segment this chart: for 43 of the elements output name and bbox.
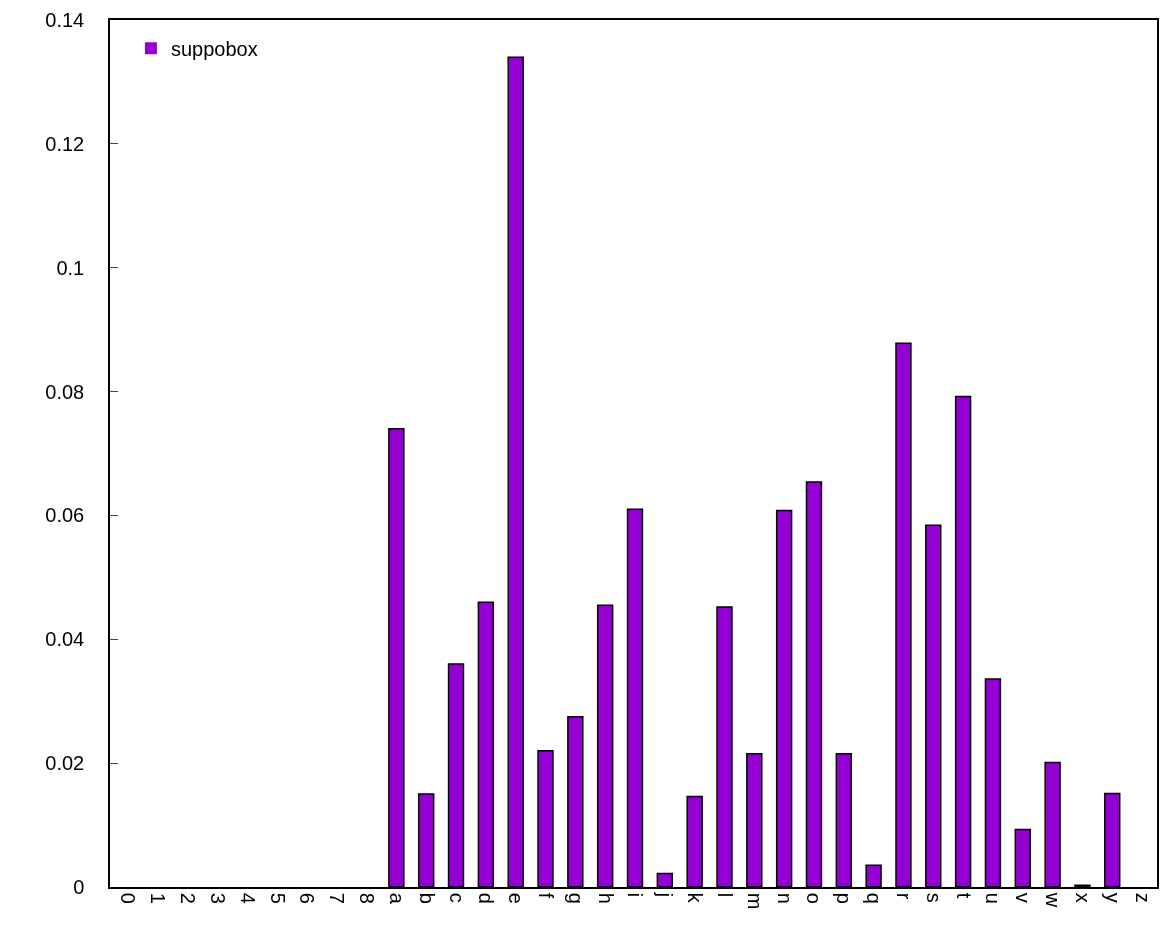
x-tick-label: 2 (177, 892, 200, 904)
legend-label: suppobox (170, 37, 258, 60)
x-tick-label: q (863, 892, 886, 904)
y-tick-label: 0.04 (45, 628, 85, 651)
x-tick-label: e (505, 892, 528, 904)
x-tick-label: b (415, 892, 438, 904)
x-tick-label: v (1012, 892, 1035, 903)
x-tick-label: 0 (117, 892, 140, 904)
x-tick-label: a (385, 892, 408, 905)
x-tick-label: g (564, 892, 587, 904)
y-tick-label: 0.1 (56, 256, 85, 279)
x-tick-label: u (982, 892, 1005, 904)
y-tick-label: 0.08 (45, 380, 85, 403)
x-tick-label: y (1101, 892, 1124, 903)
x-tick-label: i (624, 892, 647, 898)
x-tick-label: k (684, 892, 707, 904)
x-tick-label: j (654, 891, 677, 898)
x-tick-label: t (952, 892, 975, 899)
x-tick-label: 6 (296, 892, 319, 904)
x-tick-label: p (833, 892, 856, 904)
x-tick-label: 7 (326, 892, 349, 904)
x-tick-label: d (475, 892, 498, 904)
x-tick-label: 5 (266, 892, 289, 904)
x-tick-label: r (892, 892, 915, 900)
x-tick-label: l (713, 892, 736, 898)
x-tick-label: f (535, 892, 557, 899)
x-tick-label: w (1042, 891, 1065, 908)
y-tick-label: 0.12 (45, 132, 85, 155)
y-tick-label: 0.06 (45, 504, 85, 527)
x-tick-label: 4 (236, 892, 259, 904)
x-tick-label: z (1131, 892, 1154, 903)
y-tick-label: 0.02 (45, 752, 85, 775)
x-tick-label: m (743, 892, 766, 910)
x-tick-label: x (1071, 892, 1094, 903)
x-tick-label: o (803, 892, 826, 904)
y-tick-label: 0.14 (45, 9, 85, 31)
x-tick-label: n (773, 892, 796, 904)
x-tick-label: 8 (356, 892, 379, 904)
x-tick-label: s (922, 892, 945, 903)
x-tick-label: h (594, 892, 617, 904)
x-tick-label: 1 (147, 892, 170, 904)
x-tick-label: c (445, 892, 468, 903)
x-tick-label: 3 (206, 892, 229, 904)
